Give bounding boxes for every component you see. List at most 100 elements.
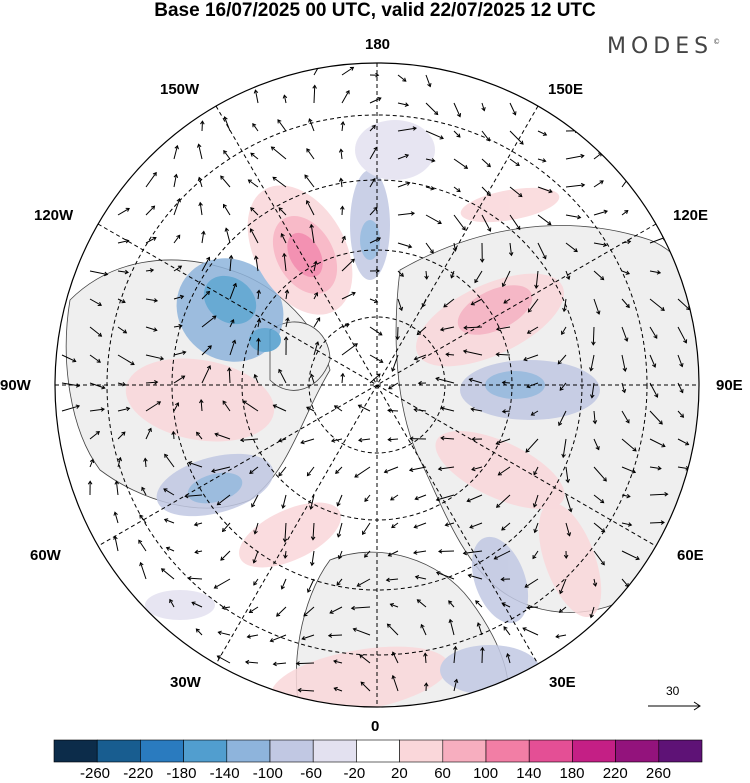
- wind-arrow: [306, 148, 315, 160]
- wind-arrow: [89, 431, 100, 440]
- wind-arrow-head: [310, 561, 315, 567]
- lon-label-60w: 60W: [30, 547, 61, 564]
- wind-arrow: [390, 603, 399, 608]
- wind-arrow-head: [297, 687, 302, 693]
- wind-arrow: [341, 258, 355, 272]
- wind-arrow-head: [412, 126, 417, 131]
- wind-arrow-head: [357, 404, 363, 409]
- wind-reference-label: 30: [666, 684, 680, 698]
- wind-arrow: [559, 382, 567, 391]
- wind-arrow: [138, 539, 147, 552]
- colorbar-swatch: [226, 739, 271, 763]
- wind-arrow-head: [387, 552, 392, 557]
- wind-arrow: [117, 457, 121, 468]
- wind-arrow: [164, 454, 175, 468]
- wind-arrow-head: [272, 661, 277, 667]
- wind-arrow-head: [453, 645, 458, 651]
- wind-arrow: [528, 298, 539, 313]
- wind-arrow: [240, 438, 259, 441]
- wind-arrow-head: [379, 358, 384, 363]
- wind-arrow-head: [577, 214, 582, 220]
- wind-arrow-head: [602, 242, 608, 248]
- wind-arrow: [621, 522, 632, 526]
- wind-arrow-head: [395, 335, 400, 341]
- wind-arrow: [397, 298, 403, 311]
- wind-arrow: [252, 123, 259, 132]
- wind-arrow-head: [532, 503, 538, 508]
- wind-arrow: [453, 679, 458, 692]
- wind-arrow-head: [100, 407, 105, 412]
- colorbar-swatch: [572, 739, 616, 763]
- wind-arrow-head: [197, 176, 203, 182]
- wind-arrow-head: [329, 609, 334, 614]
- colorbar-tick-label: 180: [559, 765, 585, 782]
- wind-arrow: [621, 354, 626, 372]
- wind-arrow-head: [654, 393, 659, 398]
- wind-arrow-head: [424, 275, 429, 280]
- wind-arrow-head: [196, 143, 202, 148]
- wind-arrow-head: [445, 352, 450, 357]
- wind-arrow-head: [313, 260, 318, 265]
- wind-arrow: [271, 146, 287, 160]
- wind-arrow: [425, 130, 444, 139]
- wind-arrow-head: [338, 148, 344, 153]
- wind-arrow: [474, 270, 483, 283]
- wind-arrow: [590, 354, 595, 371]
- wind-arrow: [253, 578, 259, 586]
- wind-arrow: [195, 628, 203, 636]
- wind-arrow-head: [353, 343, 358, 348]
- wind-arrow-head: [232, 282, 238, 288]
- wind-arrow: [558, 410, 567, 426]
- wind-arrow-head: [303, 612, 308, 617]
- wind-arrow-head: [373, 298, 379, 304]
- wind-arrow-head: [360, 681, 365, 686]
- wind-arrow: [436, 571, 455, 580]
- colorbar-tick-label: -180: [166, 765, 197, 782]
- wind-arrow: [524, 578, 539, 588]
- wind-arrow-head: [256, 289, 262, 294]
- wind-arrow: [565, 155, 584, 160]
- wind-arrow: [425, 242, 434, 254]
- wind-arrow: [565, 242, 578, 252]
- wind-arrow-head: [283, 554, 288, 559]
- wind-arrow: [164, 518, 175, 524]
- wind-arrow: [173, 265, 182, 272]
- wind-arrow-head: [244, 659, 250, 665]
- wind-arrow-head: [532, 554, 537, 560]
- wind-arrow: [391, 522, 399, 528]
- wind-arrow: [384, 466, 399, 473]
- wind-arrow-head: [624, 337, 629, 342]
- wind-arrow: [89, 326, 102, 337]
- wind-arrow-head: [333, 686, 338, 692]
- wind-arrow: [621, 210, 629, 216]
- wind-arrow-head: [387, 437, 392, 442]
- map-boundary: [54, 62, 700, 708]
- wind-arrow-head: [187, 576, 192, 581]
- wind-arrow: [463, 350, 483, 356]
- colorbar-tick-label: 100: [473, 765, 499, 782]
- wind-arrow: [217, 655, 231, 664]
- wind-arrow-head: [402, 77, 407, 82]
- wind-arrow: [565, 184, 585, 188]
- wind-arrow-head: [481, 107, 486, 112]
- wind-arrow-head: [592, 420, 598, 425]
- lon-label-0: 0: [371, 718, 380, 735]
- wind-arrow-head: [596, 310, 601, 315]
- wind-arrow-head: [568, 508, 573, 513]
- wind-arrow-head: [358, 437, 363, 443]
- wind-arrow: [300, 438, 315, 444]
- colorbar-tick-label: -140: [209, 765, 240, 782]
- wind-arrow-head: [467, 573, 472, 579]
- wind-arrow-head: [312, 84, 317, 89]
- wind-arrow: [214, 433, 231, 440]
- wind-arrow-head: [272, 404, 277, 409]
- wind-arrow-head: [220, 175, 225, 180]
- wind-arrow-head: [480, 646, 485, 651]
- wind-arrow: [591, 382, 595, 398]
- wind-arrow-head: [182, 350, 187, 355]
- wind-arrow-head: [187, 461, 193, 466]
- wind-arrow: [217, 494, 231, 506]
- wind-arrow-head: [231, 339, 237, 344]
- wind-arrow: [592, 326, 595, 345]
